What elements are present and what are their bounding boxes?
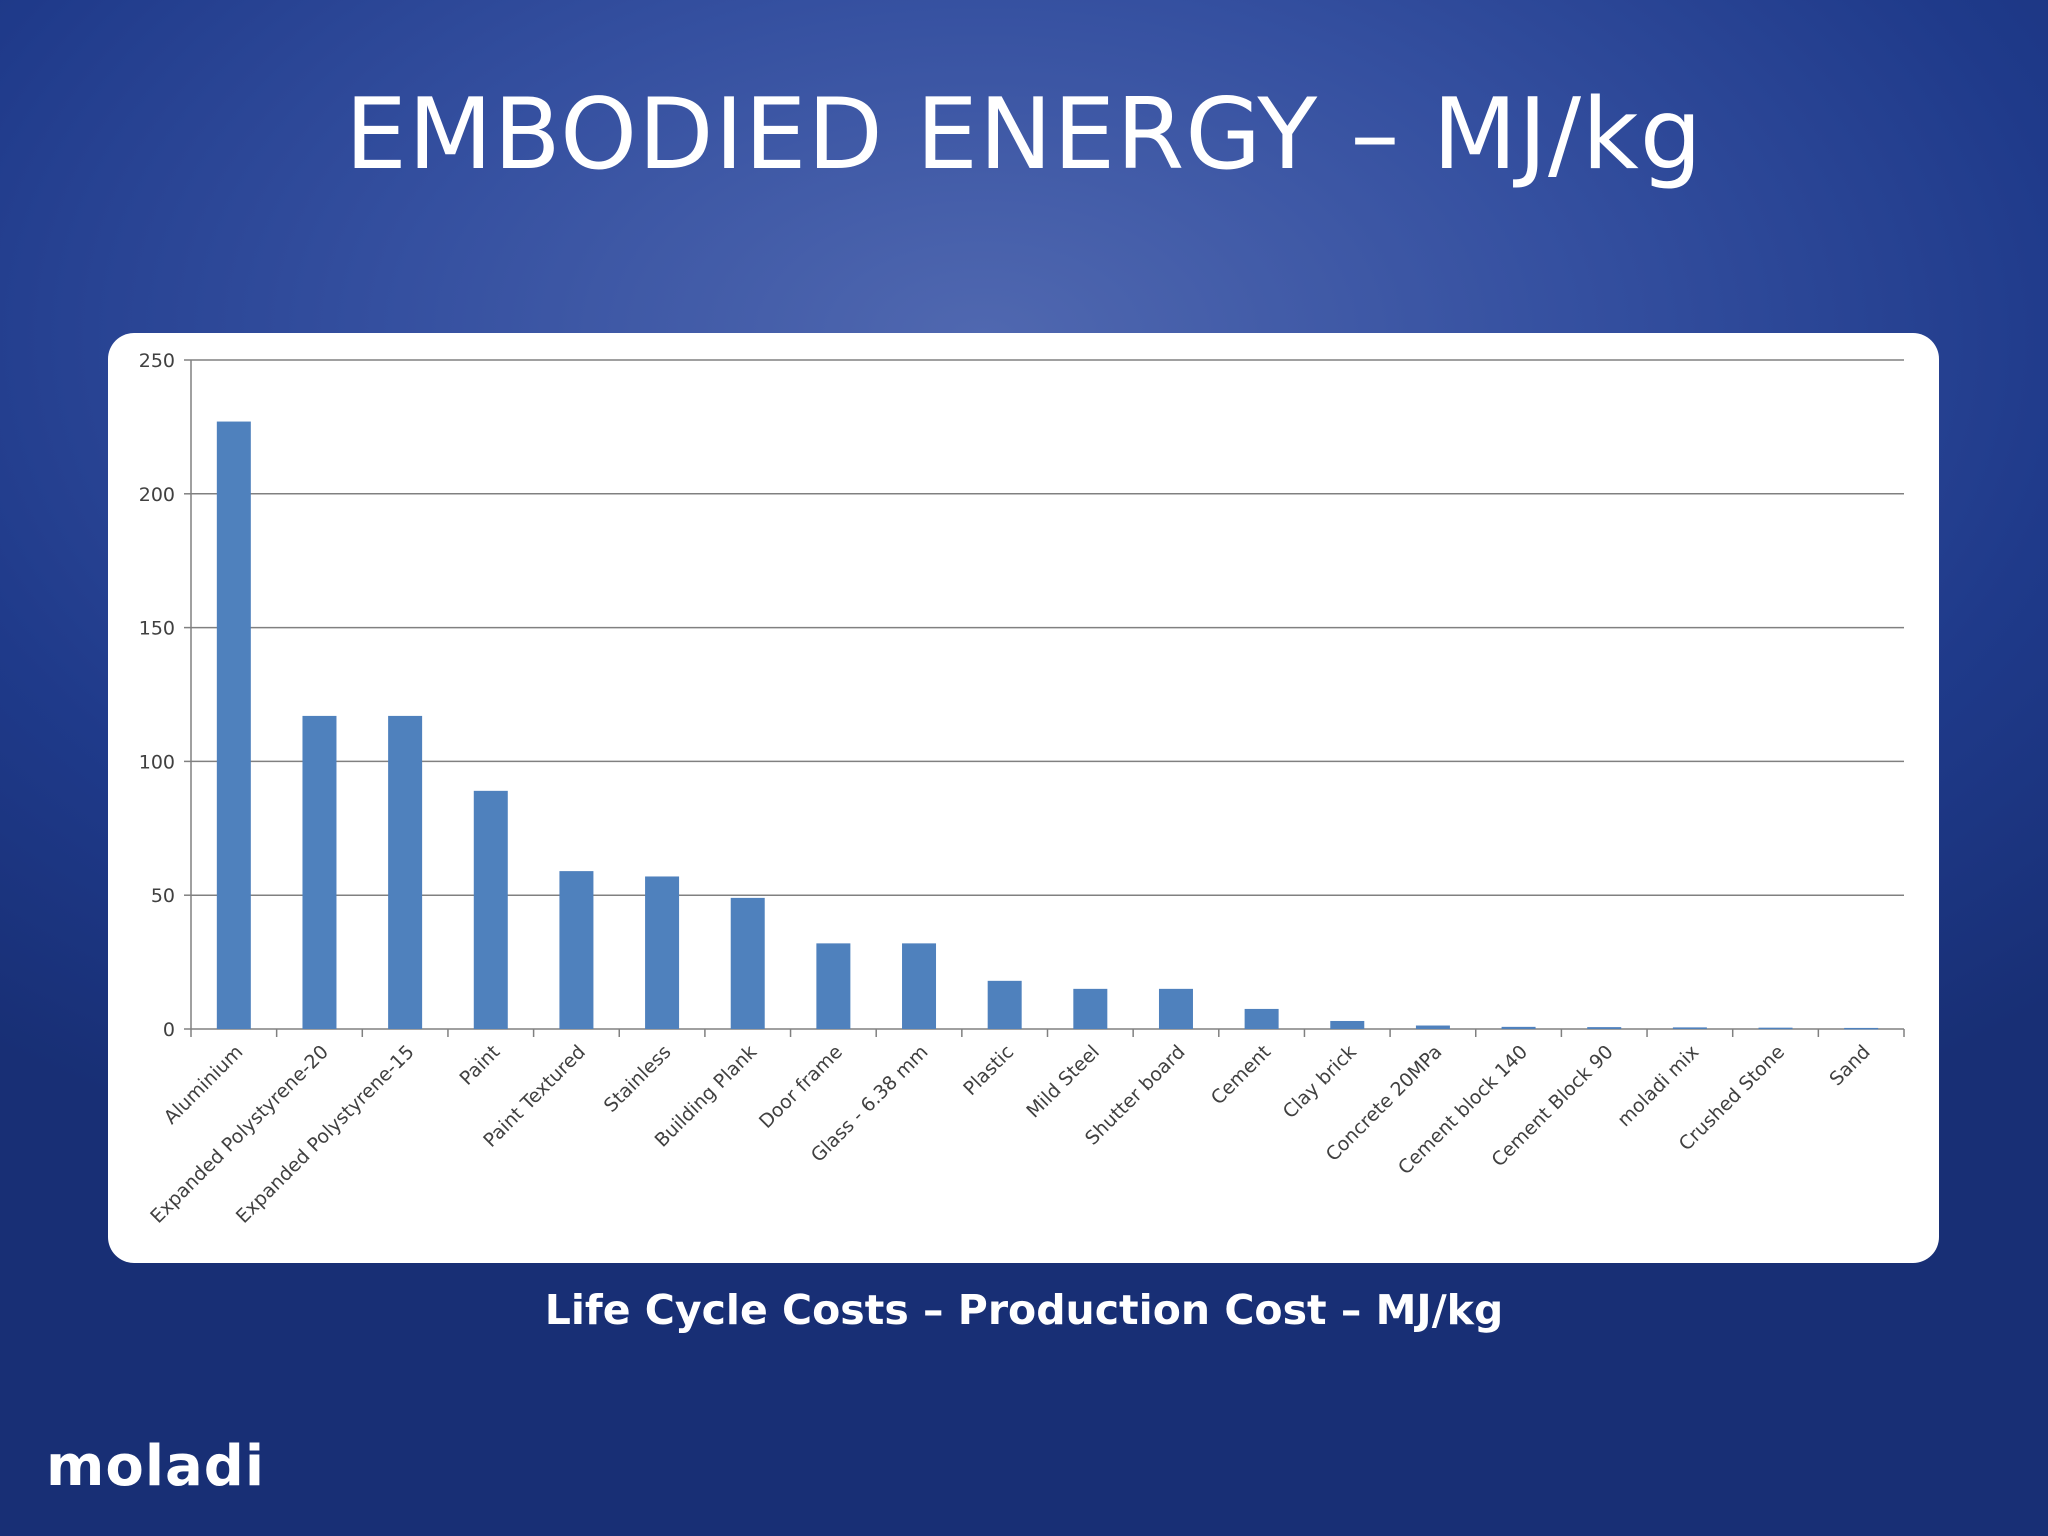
bar (645, 876, 680, 1029)
bar (559, 871, 594, 1029)
bar (1501, 1026, 1536, 1029)
x-tick-label: Paint (455, 1041, 504, 1090)
bar (1672, 1027, 1707, 1029)
x-tick-label: Sand (1825, 1041, 1874, 1090)
x-tick-label: Aluminium (160, 1041, 248, 1129)
bar (987, 980, 1022, 1029)
bar (1415, 1025, 1450, 1029)
bar (1587, 1027, 1622, 1029)
x-tick-label: Stainless (600, 1041, 676, 1117)
y-tick-label: 50 (151, 885, 175, 907)
bar (902, 943, 937, 1029)
x-tick-label: Clay brick (1279, 1041, 1361, 1123)
slide-title: EMBODIED ENERGY – MJ/kg (345, 78, 1703, 192)
bar (1073, 988, 1108, 1029)
bar (1244, 1008, 1279, 1029)
x-tick-label: Expanded Polystyrene-15 (232, 1041, 419, 1228)
x-tick-label: moladi mix (1613, 1041, 1703, 1131)
bar (216, 421, 251, 1030)
bar (1758, 1027, 1793, 1030)
bar (816, 943, 851, 1029)
y-tick-label: 0 (163, 1019, 175, 1041)
x-tick-label: Mild Steel (1022, 1041, 1103, 1122)
y-tick-label: 100 (139, 751, 175, 773)
moladi-logo: moladi (46, 1434, 266, 1499)
chart-panel: 0 50 100 150 200 250 Aluminium Expanded Polysty… (108, 333, 1939, 1263)
bar (388, 715, 423, 1029)
bar (1844, 1027, 1879, 1030)
bar (1330, 1020, 1365, 1029)
x-tick-label: Cement (1207, 1041, 1275, 1109)
y-tick-label: 200 (139, 484, 175, 506)
y-tick-label: 150 (139, 618, 175, 640)
x-tick-label: Expanded Polystyrene-20 (146, 1041, 333, 1228)
x-tick-label: Door frame (755, 1041, 847, 1133)
y-tick-label: 250 (139, 350, 175, 372)
bar (730, 897, 765, 1029)
bar (302, 715, 337, 1029)
x-tick-label: Plastic (959, 1041, 1018, 1100)
chart-caption: Life Cycle Costs – Production Cost – MJ/… (544, 1286, 1504, 1334)
bar (1158, 988, 1193, 1029)
bar (473, 790, 508, 1029)
